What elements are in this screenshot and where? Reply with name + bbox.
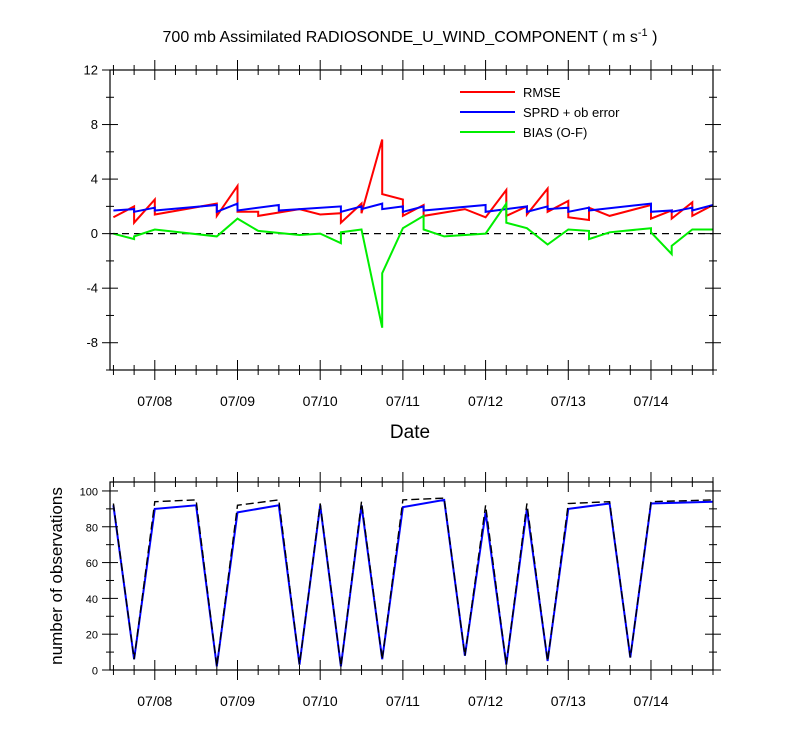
top-series-line-bias-o-f xyxy=(113,200,713,328)
top-x-tick-label: 07/10 xyxy=(303,393,338,409)
legend-label: SPRD + ob error xyxy=(523,105,620,120)
bottom-y-tick-label: 40 xyxy=(86,594,98,606)
bottom-series-line-1 xyxy=(112,497,714,667)
top-series-line-sprd-ob-error xyxy=(113,202,714,214)
legend-label: RMSE xyxy=(523,85,561,100)
bottom-x-tick-label: 07/10 xyxy=(303,693,338,709)
top-plot-frame xyxy=(109,69,714,371)
top-y-tick-label: -8 xyxy=(86,335,98,350)
chart-title: 700 mb Assimilated RADIOSONDE_U_WIND_COM… xyxy=(163,27,658,46)
chart-title-superscript: -1 xyxy=(638,27,648,39)
bottom-x-tick-label: 07/14 xyxy=(633,693,668,709)
legend: RMSE SPRD + ob error BIAS (O-F) xyxy=(460,85,620,140)
top-panel: -8 -4 0 4 8 12 07/08 07/09 07/10 07/11 07/12 07/13 0… xyxy=(84,60,721,443)
bottom-y-tick-label: 0 xyxy=(92,666,98,678)
top-x-tick-label: 07/13 xyxy=(551,393,586,409)
top-y-tick-label: -4 xyxy=(86,281,98,296)
top-y-tick-label: 0 xyxy=(91,226,98,241)
top-y-tick-label: 8 xyxy=(91,117,98,132)
bottom-panel: 0 20 40 60 80 100 07/08 07/09 07/10 07/11 07/12 07/… xyxy=(47,472,721,709)
bottom-series-group xyxy=(112,497,714,667)
bottom-x-tick-label: 07/13 xyxy=(551,693,586,709)
bottom-x-tick-label: 07/11 xyxy=(386,693,420,709)
top-x-tick-label: 07/08 xyxy=(137,393,172,409)
bottom-plot-frame xyxy=(109,481,714,671)
legend-label: BIAS (O-F) xyxy=(523,125,587,140)
top-series-group xyxy=(110,139,714,328)
chart-title-main: 700 mb Assimilated RADIOSONDE_U_WIND_COM… xyxy=(163,29,638,46)
top-ticks-group: -8 -4 0 4 8 12 07/08 07/09 07/10 07/11 07/12 07/13 0… xyxy=(84,60,721,409)
bottom-x-tick-label: 07/08 xyxy=(137,693,172,709)
top-x-tick-label: 07/11 xyxy=(386,393,420,409)
bottom-series-line-0 xyxy=(112,498,714,667)
bottom-y-tick-label: 60 xyxy=(86,558,98,570)
bottom-y-axis-label: number of observations xyxy=(47,487,66,665)
top-x-tick-label: 07/09 xyxy=(220,393,255,409)
bottom-y-tick-label: 100 xyxy=(80,486,98,498)
top-x-tick-label: 07/12 xyxy=(468,393,503,409)
chart-title-close: ) xyxy=(648,29,658,46)
bottom-y-tick-label: 80 xyxy=(86,522,98,534)
top-y-tick-label: 12 xyxy=(84,63,98,78)
top-x-tick-label: 07/14 xyxy=(633,393,668,409)
top-series-line-rmse xyxy=(112,139,714,226)
bottom-y-tick-label: 20 xyxy=(86,630,98,642)
bottom-x-tick-label: 07/12 xyxy=(468,693,503,709)
bottom-x-tick-label: 07/09 xyxy=(220,693,255,709)
top-y-tick-label: 4 xyxy=(91,172,98,187)
top-x-axis-label: Date xyxy=(390,422,430,443)
bottom-ticks-group: 0 20 40 60 80 100 07/08 07/09 07/10 07/11 07/12 07/… xyxy=(80,472,721,709)
